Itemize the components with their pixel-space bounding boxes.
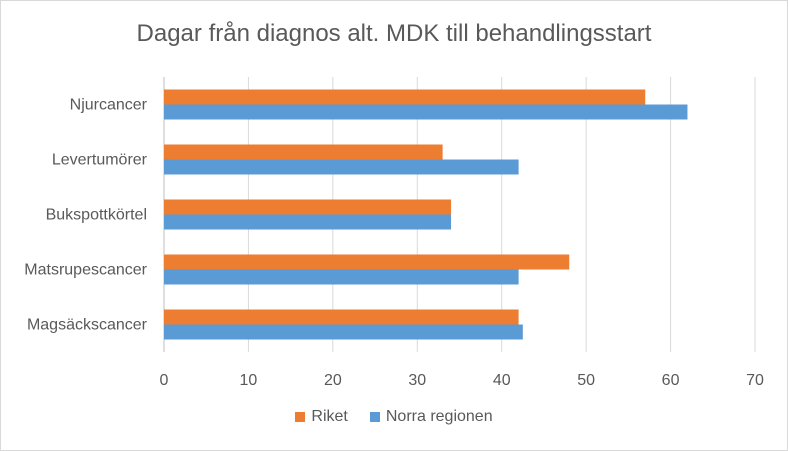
legend-swatch-norra-regionen: [369, 412, 380, 422]
bar-norra-regionen: [164, 269, 519, 285]
legend-label-riket: Riket: [311, 408, 348, 425]
x-tick-label: 70: [746, 372, 764, 389]
bar-riket: [164, 309, 519, 325]
legend-swatch-riket: [295, 412, 306, 422]
bar-norra-regionen: [164, 159, 519, 175]
chart-title: Dagar från diagnos alt. MDK till behandl…: [136, 20, 652, 47]
x-tick-label: 30: [408, 372, 426, 389]
x-tick-label: 60: [662, 372, 680, 389]
x-tick-label: 50: [577, 372, 595, 389]
legend-label-norra-regionen: Norra regionen: [385, 408, 493, 425]
bar-norra-regionen: [164, 214, 452, 230]
bar-riket: [164, 89, 646, 105]
category-label: Magsäckscancer: [27, 317, 148, 334]
category-label: Bukspottkörtel: [46, 207, 147, 224]
bar-riket: [164, 199, 452, 215]
category-label: Njurcancer: [70, 97, 148, 114]
legend: Riket Norra regionen: [0, 408, 788, 426]
bar-norra-regionen: [164, 104, 688, 120]
x-tick-label: 10: [240, 372, 258, 389]
x-tick-label: 20: [324, 372, 342, 389]
category-label: Levertumörer: [52, 152, 148, 169]
legend-item-norra-regionen: Norra regionen: [369, 408, 493, 426]
bar-norra-regionen: [164, 324, 523, 340]
x-tick-label: 40: [493, 372, 511, 389]
x-tick-label: 0: [160, 372, 169, 389]
category-label: Matsrupescancer: [24, 262, 147, 279]
legend-item-riket: Riket: [295, 408, 348, 426]
bar-riket: [164, 144, 443, 160]
bar-riket: [164, 254, 570, 270]
